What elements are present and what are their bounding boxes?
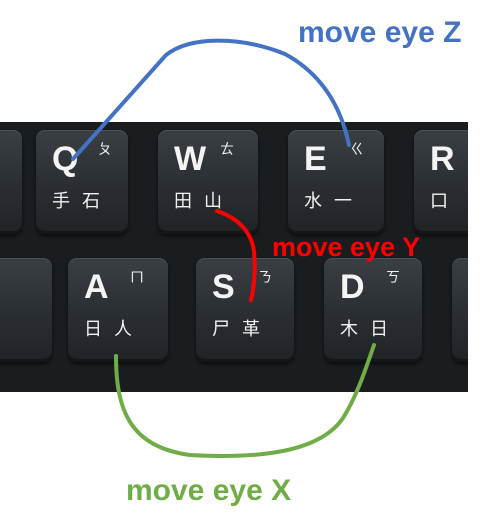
- key-a-zhuyin: ㄇ: [130, 269, 144, 285]
- key-e: E ㄍ 水一: [288, 130, 384, 234]
- key-r-latin: R: [430, 140, 455, 178]
- key-e-cangjie: 水一: [304, 191, 364, 211]
- z-arc-stroke: [71, 38, 351, 161]
- move-eye-x-label: move eye X: [126, 474, 292, 507]
- key-s-zhuyin: ㄋ: [258, 269, 272, 285]
- partial-key-left-home: [0, 258, 52, 362]
- key-a-latin: A: [84, 268, 109, 306]
- partial-key-left-top: [0, 130, 22, 234]
- key-q-cangjie: 手石: [52, 191, 112, 211]
- key-w-latin: W: [174, 140, 207, 178]
- key-d-cangjie: 木日: [340, 319, 400, 339]
- key-e-latin: E: [304, 140, 327, 178]
- key-w: W ㄊ 田山: [158, 130, 258, 234]
- key-a: A ㄇ 日人: [68, 258, 168, 362]
- key-w-zhuyin: ㄊ: [220, 141, 234, 157]
- key-r: R 口: [414, 130, 468, 234]
- keyboard-photo: Q ㄆ 手石 W ㄊ 田山 E ㄍ 水一 R 口 A ㄇ 日人 S ㄋ: [0, 122, 468, 392]
- move-eye-z-label: move eye Z: [298, 16, 462, 49]
- key-w-cangjie: 田山: [174, 191, 234, 211]
- key-s-latin: S: [212, 268, 235, 306]
- x-arc-stroke: [114, 343, 376, 458]
- key-s: S ㄋ 尸革: [196, 258, 294, 362]
- key-r-cangjie: 口: [430, 191, 460, 211]
- key-a-cangjie: 日人: [84, 319, 144, 339]
- key-d-zhuyin: ㄎ: [386, 269, 400, 285]
- partial-key-right-home: [452, 258, 468, 362]
- key-s-cangjie: 尸革: [212, 319, 272, 339]
- y-squiggle-stroke: [215, 209, 257, 302]
- key-q-zhuyin: ㄆ: [98, 141, 112, 157]
- move-eye-y-label: move eye Y: [272, 232, 421, 262]
- key-d-latin: D: [340, 268, 365, 306]
- key-e-zhuyin: ㄍ: [350, 141, 364, 157]
